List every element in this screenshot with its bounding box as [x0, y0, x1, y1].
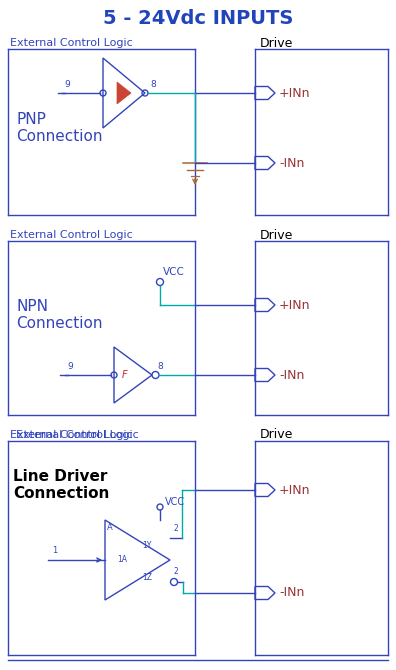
Text: A: A — [107, 523, 113, 533]
Text: PNP
Connection: PNP Connection — [16, 112, 103, 144]
Text: -INn: -INn — [279, 369, 305, 381]
Text: External Control Logic: External Control Logic — [10, 430, 133, 440]
Text: Drive: Drive — [260, 36, 293, 50]
Text: External Control Logic: External Control Logic — [10, 38, 133, 48]
Text: NPN
Connection: NPN Connection — [16, 299, 103, 331]
Text: Drive: Drive — [260, 228, 293, 241]
Text: 1: 1 — [52, 546, 57, 555]
Polygon shape — [117, 82, 131, 104]
Text: VCC: VCC — [163, 267, 185, 277]
Text: 5 - 24Vdc INPUTS: 5 - 24Vdc INPUTS — [103, 9, 293, 27]
Text: External Control Logic: External Control Logic — [16, 430, 139, 440]
Text: F: F — [122, 370, 128, 380]
Text: Line Driver
Connection: Line Driver Connection — [13, 469, 109, 501]
Text: 8: 8 — [150, 80, 156, 89]
Text: 1A: 1A — [117, 555, 127, 565]
Text: -INn: -INn — [279, 157, 305, 170]
Text: 9: 9 — [67, 362, 73, 371]
Text: VCC: VCC — [165, 497, 185, 507]
Text: 2: 2 — [173, 524, 178, 533]
Text: +INn: +INn — [279, 484, 310, 496]
Text: -INn: -INn — [279, 586, 305, 600]
Text: 1Z: 1Z — [142, 574, 152, 582]
Text: +INn: +INn — [279, 86, 310, 100]
Text: Drive: Drive — [260, 429, 293, 442]
Text: 8: 8 — [157, 362, 163, 371]
Text: 9: 9 — [64, 80, 70, 89]
Text: 2: 2 — [173, 567, 178, 576]
Text: External Control Logic: External Control Logic — [10, 230, 133, 240]
Text: 1Y: 1Y — [142, 541, 151, 549]
Text: +INn: +INn — [279, 299, 310, 312]
